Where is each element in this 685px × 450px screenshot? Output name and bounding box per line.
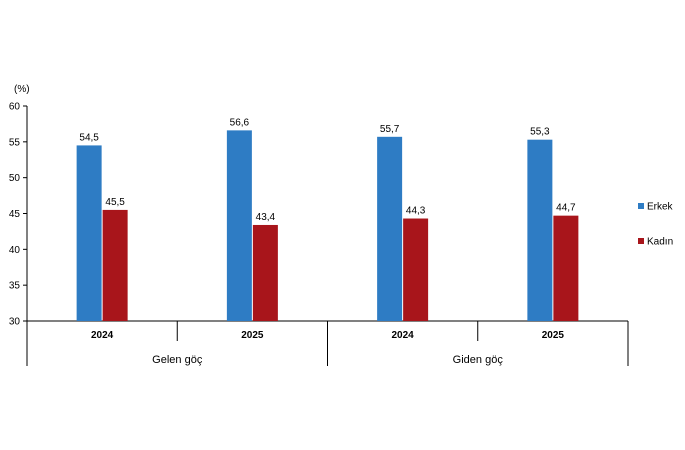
- bar-kadın: [403, 218, 429, 321]
- bar-kadın: [252, 224, 278, 321]
- category-label: 2024: [91, 330, 114, 341]
- bar-erkek: [76, 145, 102, 321]
- group-label: Gelen göç: [152, 354, 203, 366]
- bar-kadın: [102, 209, 128, 321]
- legend-swatch-kadın: [638, 238, 644, 244]
- group-label: Giden göç: [453, 354, 504, 366]
- legend-label: Erkek: [647, 202, 674, 213]
- category-label: 2025: [542, 330, 565, 341]
- data-label: 43,4: [256, 212, 276, 223]
- data-label: 44,3: [406, 206, 426, 217]
- data-label: 56,6: [230, 117, 250, 128]
- y-tick-label: 35: [9, 281, 21, 292]
- bar-erkek: [527, 139, 553, 321]
- y-tick-label: 50: [9, 173, 21, 184]
- data-labels: 54,5 45,5 56,6 43,4 55,7 44,3 55,3 44,7: [79, 117, 576, 223]
- data-label: 54,5: [79, 132, 99, 143]
- group-labels: Gelen göç Giden göç: [152, 354, 503, 366]
- category-labels: 2024 2025 2024 2025: [91, 330, 564, 341]
- y-tick-label: 30: [9, 317, 21, 328]
- bar-kadın: [553, 215, 579, 321]
- data-label: 44,7: [556, 203, 576, 214]
- y-tick-labels: 30 35 40 45 50 55 60: [9, 102, 21, 328]
- bar-erkek: [226, 130, 252, 321]
- bars: [76, 130, 579, 321]
- category-label: 2025: [241, 330, 264, 341]
- legend-label: Kadın: [647, 237, 673, 248]
- legend: Erkek Kadın: [638, 202, 674, 248]
- data-label: 55,7: [380, 124, 400, 135]
- y-unit-label: (%): [14, 84, 30, 95]
- data-label: 45,5: [105, 197, 125, 208]
- y-tick-label: 40: [9, 245, 21, 256]
- data-label: 55,3: [530, 127, 550, 138]
- y-tick-label: 45: [9, 209, 21, 220]
- y-tick-label: 55: [9, 137, 21, 148]
- legend-swatch-erkek: [638, 203, 644, 209]
- category-label: 2024: [392, 330, 415, 341]
- bar-erkek: [377, 136, 403, 321]
- y-tick-label: 60: [9, 102, 21, 113]
